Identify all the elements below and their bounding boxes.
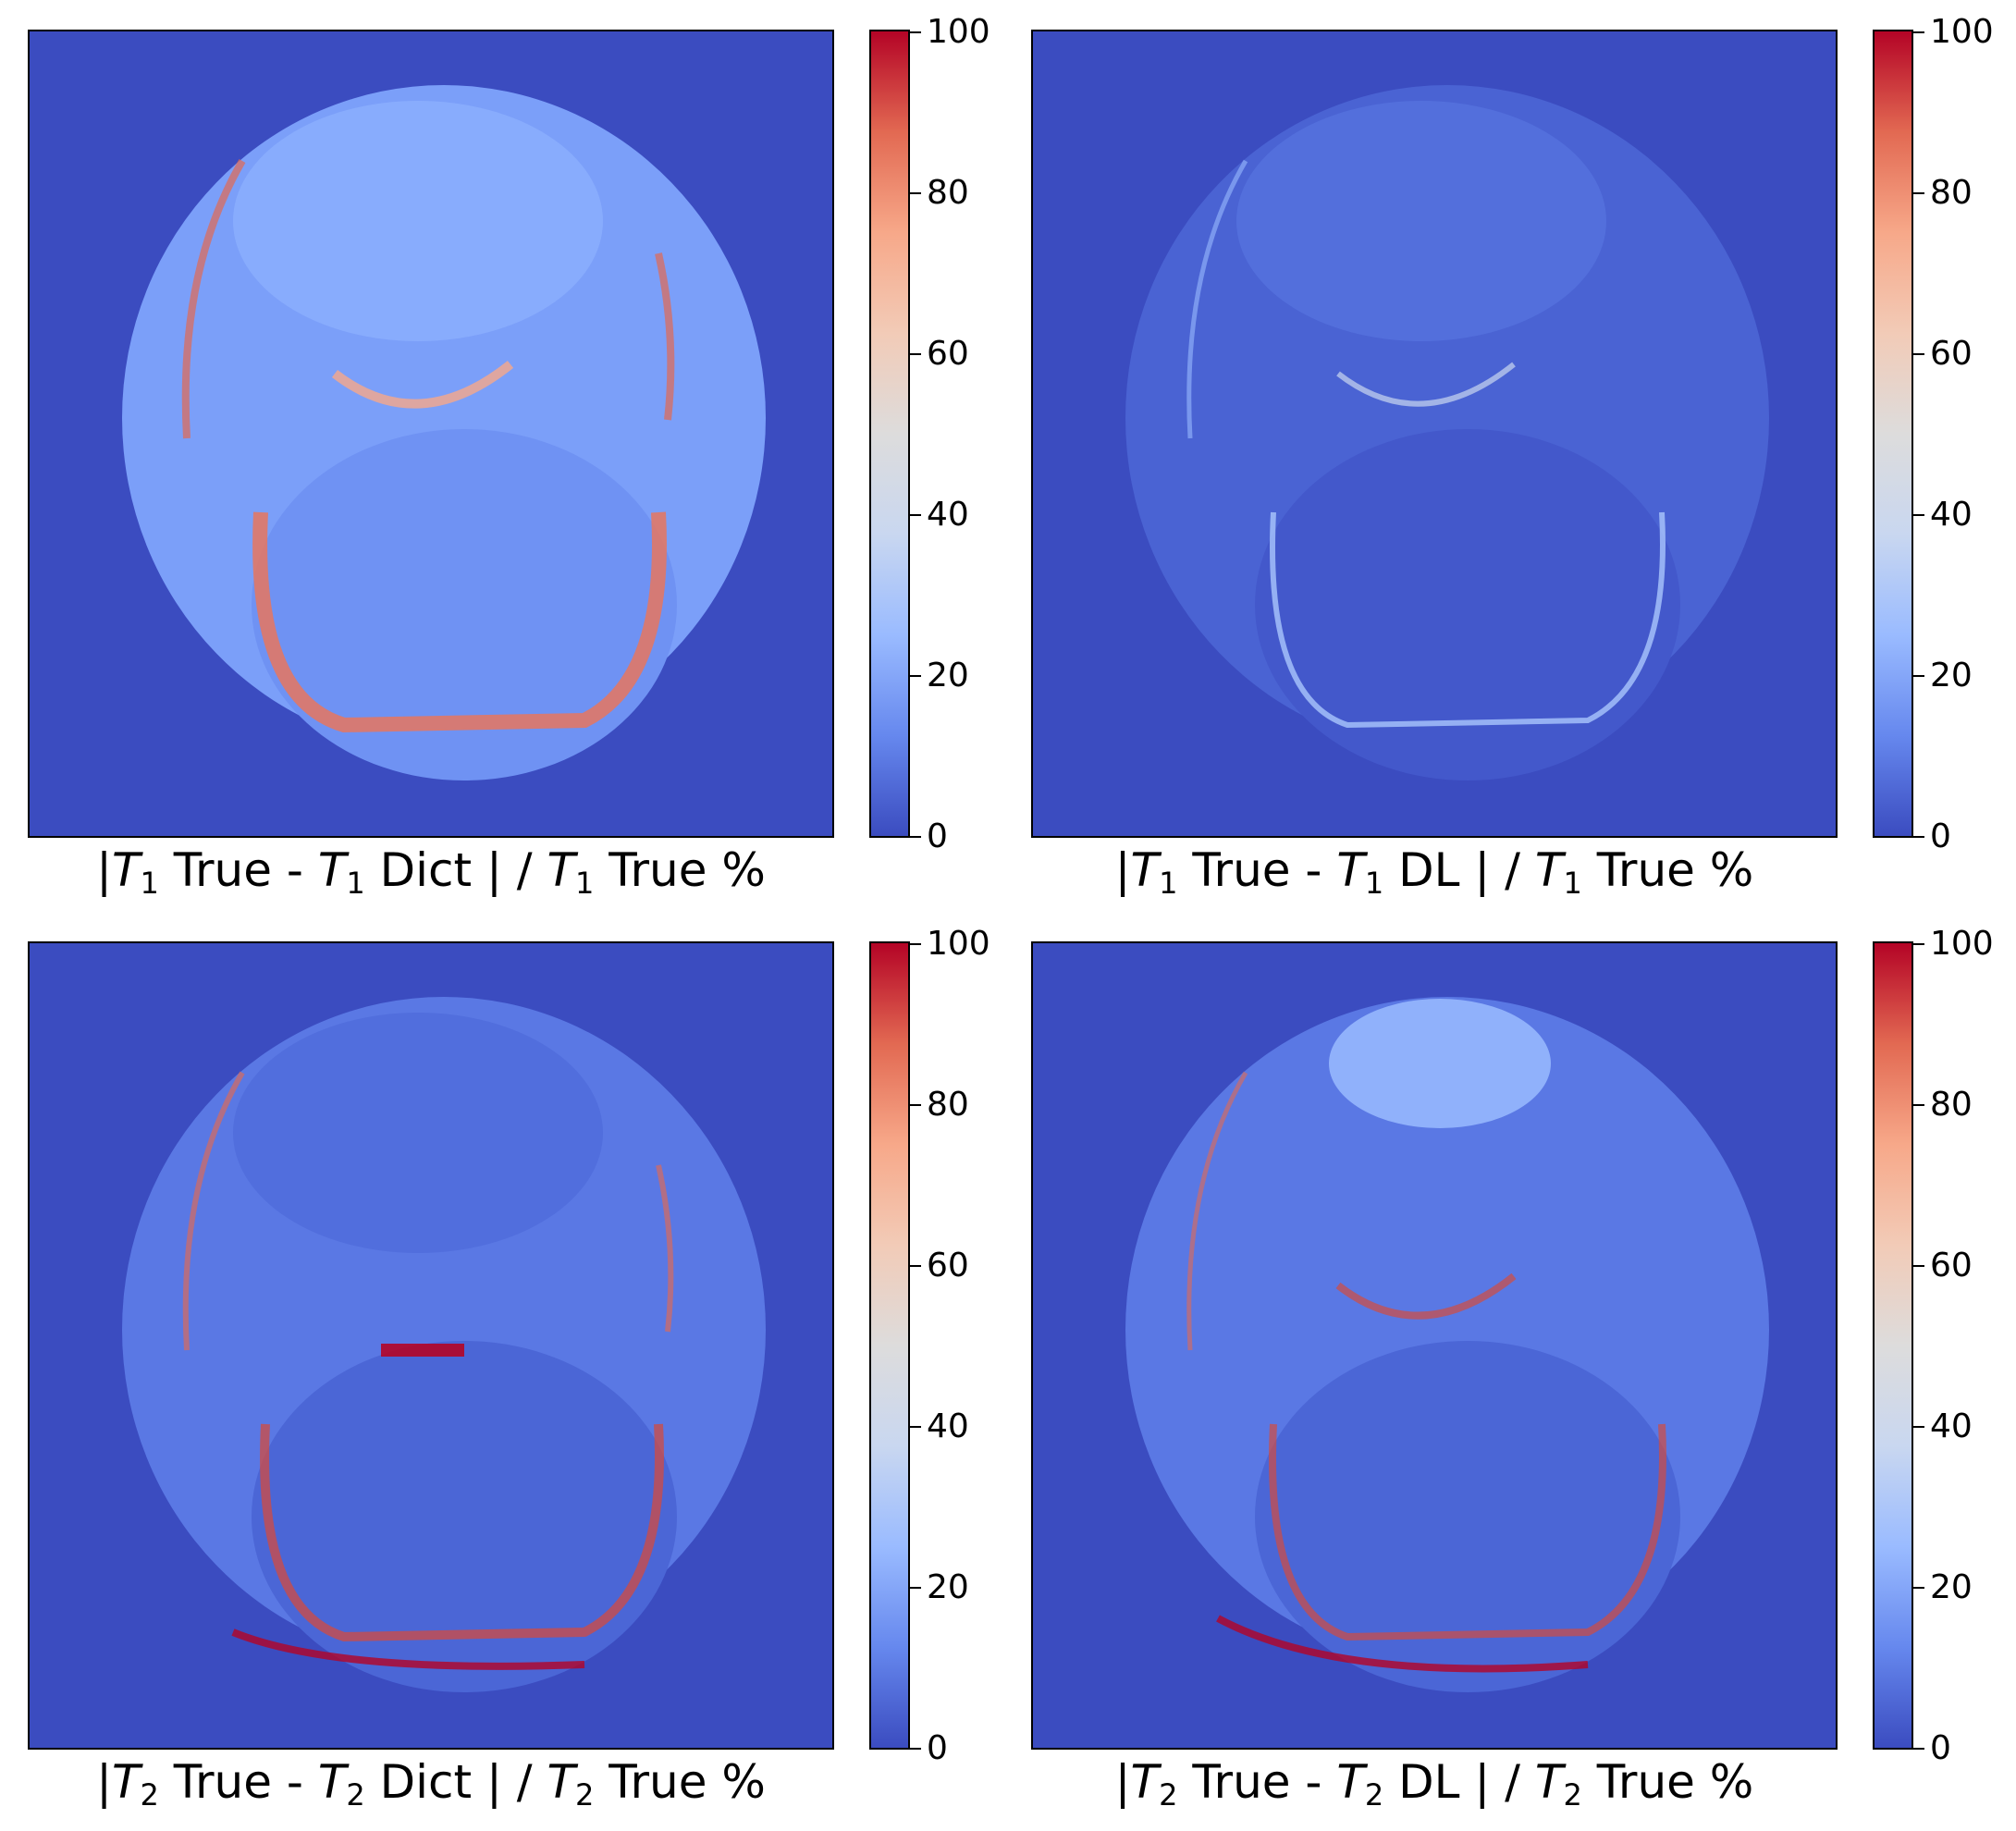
tick-label: 60: [927, 335, 969, 373]
caption-t1-dl: |T1 True - T1 DL | / T1 True %: [1114, 843, 1754, 901]
tick-mark: [1913, 943, 1924, 945]
tick-mark: [1913, 1748, 1924, 1750]
tick-mark: [910, 675, 921, 677]
colorbar-t1-dl: [1873, 30, 1913, 838]
tick-label: 60: [927, 1247, 969, 1284]
lower-lobe: [252, 1341, 677, 1692]
tick-label: 0: [927, 817, 948, 855]
tick-label: 0: [1930, 817, 1951, 855]
tick-mark: [1913, 31, 1924, 33]
tick-label: 100: [1930, 925, 1994, 963]
tick-mark: [1913, 1587, 1924, 1589]
center-edge: [331, 361, 514, 409]
left-edge: [181, 158, 246, 439]
tick-mark: [1913, 675, 1924, 677]
tick-mark: [910, 192, 921, 194]
tick-label: 100: [927, 925, 990, 963]
upper-lobe: [1329, 999, 1551, 1128]
tick-label: 40: [927, 496, 969, 534]
heatmap-t1-dict-canvas: [122, 85, 766, 780]
tick-label: 80: [1930, 1086, 1973, 1124]
center-edge: [1335, 1272, 1517, 1320]
tick-mark: [1913, 353, 1924, 355]
tick-mark: [910, 31, 921, 33]
tick-mark: [910, 353, 921, 355]
heatmap-t1-dl: [1031, 30, 1838, 838]
heatmap-t1-dict: [28, 30, 834, 838]
tick-mark: [1913, 1265, 1924, 1267]
left-edge: [182, 1071, 245, 1351]
tick-label: 80: [927, 1086, 969, 1124]
heatmap-t2-dl: [1031, 941, 1838, 1750]
heatmap-t2-dict-canvas: [122, 997, 766, 1692]
tick-label: 20: [927, 657, 969, 694]
tick-mark: [1913, 514, 1924, 516]
upper-lobe: [233, 101, 603, 341]
lower-lobe-rim: [1269, 1423, 1666, 1641]
tick-mark: [1913, 836, 1924, 838]
tick-label: 40: [1930, 1407, 1973, 1445]
tick-label: 100: [927, 13, 990, 51]
upper-lobe: [1236, 101, 1606, 341]
right-edge: [656, 1164, 674, 1333]
tick-mark: [910, 943, 921, 945]
lower-lobe-rim: [252, 511, 667, 733]
tick-mark: [910, 514, 921, 516]
tick-label: 0: [1930, 1729, 1951, 1767]
bottom-rim: [231, 1628, 585, 1670]
tick-label: 20: [1930, 657, 1973, 694]
tick-mark: [910, 836, 921, 838]
tick-label: 40: [1930, 496, 1973, 534]
tick-mark: [1913, 1104, 1924, 1106]
tick-mark: [1913, 192, 1924, 194]
left-edge: [1186, 1071, 1248, 1351]
caption-t2-dict: |T2 True - T2 Dict | / T2 True %: [96, 1755, 766, 1813]
lower-lobe: [252, 429, 677, 780]
tick-label: 0: [927, 1729, 948, 1767]
left-edge: [1186, 159, 1248, 439]
tick-label: 40: [927, 1407, 969, 1445]
lower-lobe: [1255, 429, 1680, 780]
tick-mark: [910, 1104, 921, 1106]
lower-lobe-rim: [260, 1423, 664, 1642]
tick-mark: [910, 1265, 921, 1267]
tick-mark: [910, 1426, 921, 1428]
bottom-rim: [1216, 1615, 1589, 1673]
upper-lobe: [233, 1013, 603, 1253]
colorbar-t1-dict: [869, 30, 910, 838]
tick-mark: [1913, 1426, 1924, 1428]
heatmap-t2-dict: [28, 941, 834, 1750]
caption-t1-dict: |T1 True - T1 Dict | / T1 True %: [96, 843, 766, 901]
tick-label: 80: [1930, 174, 1973, 212]
tick-mark: [910, 1748, 921, 1750]
lower-lobe-rim: [1270, 511, 1666, 729]
center-edge: [1336, 362, 1516, 407]
colorbar-t2-dict: [869, 941, 910, 1750]
tick-label: 60: [1930, 1247, 1973, 1284]
heatmap-t1-dl-canvas: [1125, 85, 1769, 780]
tick-label: 60: [1930, 335, 1973, 373]
colorbar-t2-dl: [1873, 941, 1913, 1750]
lower-lobe: [1255, 1341, 1680, 1692]
heatmap-t2-dl-canvas: [1125, 997, 1769, 1692]
tick-label: 80: [927, 174, 969, 212]
right-edge: [655, 252, 675, 421]
tick-mark: [910, 1587, 921, 1589]
tick-label: 20: [927, 1568, 969, 1606]
tick-label: 20: [1930, 1568, 1973, 1606]
tick-label: 100: [1930, 13, 1994, 51]
caption-t2-dl: |T2 True - T2 DL | / T2 True %: [1114, 1755, 1754, 1813]
